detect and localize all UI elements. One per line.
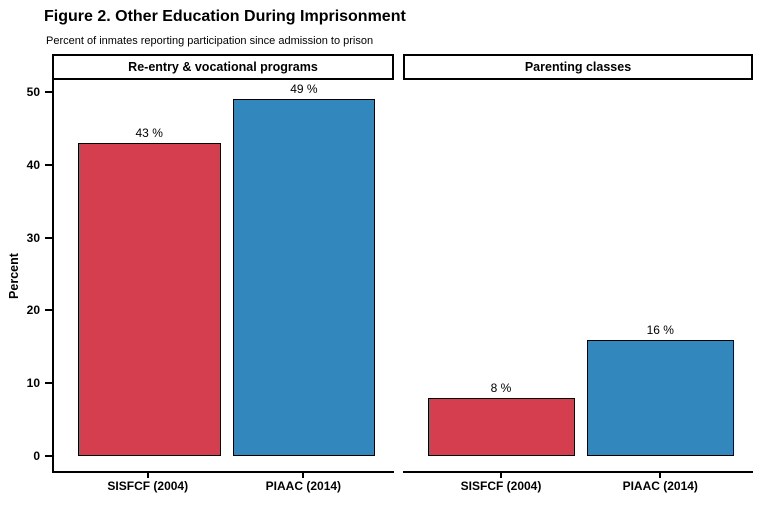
x-category-label: SISFCF (2004) <box>107 479 189 493</box>
x-category-label: PIAAC (2014) <box>622 479 698 493</box>
bar-sisfcf-2004- <box>77 143 221 456</box>
y-tick-label: 0 <box>33 449 40 463</box>
chart-subtitle: Percent of inmates reporting participati… <box>46 35 374 47</box>
x-axis-tick <box>302 473 305 478</box>
y-tick-label: 40 <box>26 157 40 172</box>
bar-sisfcf-2004- <box>427 398 575 456</box>
x-category-label: SISFCF (2004) <box>460 479 542 493</box>
bar-piaac-2014- <box>586 340 734 456</box>
facet-panel-parenting-classes: 8 % 16 % <box>403 80 753 473</box>
x-axis-tick <box>659 473 662 478</box>
facet-strip-parenting-classes: Parenting classes <box>403 54 753 80</box>
bar-value-label: 49 % <box>290 82 318 96</box>
y-tick-label: 20 <box>26 303 40 318</box>
chart-title: Figure 2. Other Education During Impriso… <box>44 8 406 25</box>
y-tick-label: 10 <box>26 376 40 391</box>
y-axis-tick <box>45 455 52 457</box>
bar-value-label: 8 % <box>490 381 512 395</box>
y-axis-tick <box>45 382 52 385</box>
y-tick-label: 30 <box>26 230 40 245</box>
y-axis-tick <box>45 236 52 239</box>
facet-strip-reentry-vocational: Re-entry & vocational programs <box>52 54 394 80</box>
y-tick-label: 50 <box>26 85 40 99</box>
bar-value-label: 16 % <box>646 323 674 337</box>
x-axis-tick <box>500 473 502 478</box>
x-axis-tick <box>146 473 149 478</box>
bar-piaac-2014- <box>232 99 376 456</box>
facet-panel-reentry-vocational: 43 % 49 % <box>52 80 394 473</box>
y-axis-tick <box>45 91 52 93</box>
bar-value-label: 43 % <box>135 126 163 140</box>
x-category-label: PIAAC (2014) <box>265 479 342 493</box>
y-axis-tick <box>45 163 52 166</box>
y-axis-tick <box>45 309 52 312</box>
